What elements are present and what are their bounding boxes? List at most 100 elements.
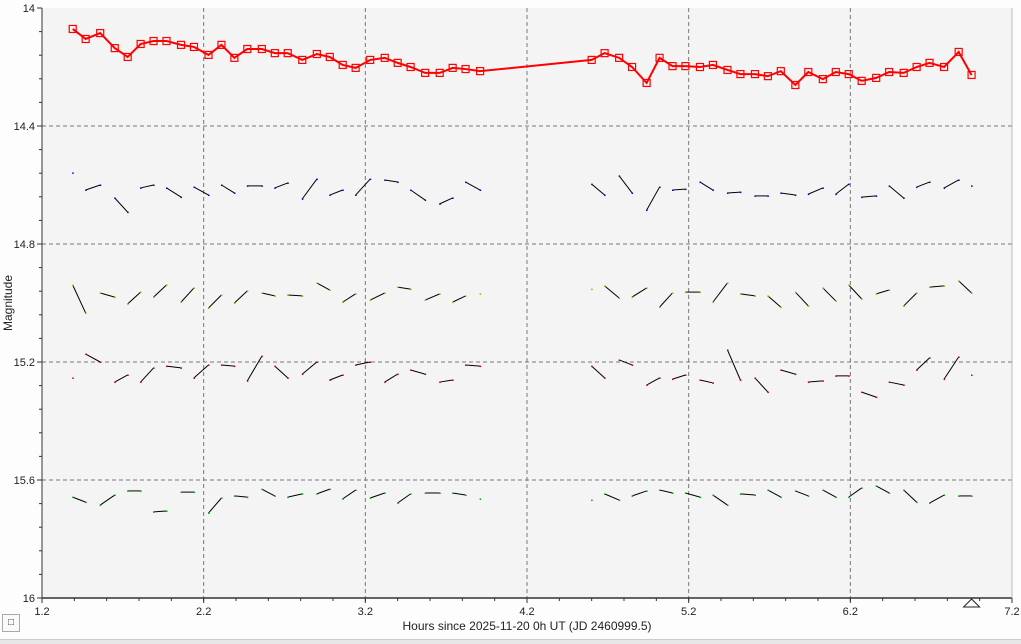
comparison-point [659, 306, 661, 309]
comparison-point [712, 301, 714, 304]
comparison-point [384, 381, 386, 384]
comparison-point [369, 299, 372, 302]
comparison-point [233, 302, 236, 304]
comparison-point [699, 181, 701, 184]
comparison-point [916, 501, 918, 504]
comparison-point [726, 282, 729, 284]
comparison-point [767, 195, 769, 197]
comparison-point [835, 300, 837, 302]
comparison-segment [100, 292, 115, 298]
comparison-point [274, 495, 276, 497]
target-point [723, 65, 732, 75]
target-point [393, 58, 402, 67]
comparison-segment [114, 197, 129, 213]
comparison-point [929, 181, 931, 184]
comparison-segment [85, 353, 101, 363]
comparison-segment [301, 361, 318, 375]
comparison-segment [795, 490, 809, 497]
comparison-point [875, 293, 878, 295]
comparison-segment [465, 181, 481, 191]
x-tick-label: 6.2 [843, 606, 858, 618]
comparison-point [140, 381, 142, 384]
comparison-segment [740, 493, 755, 496]
comparison-segment [329, 374, 343, 381]
target-point [912, 62, 921, 72]
comparison-point [287, 182, 289, 184]
comparison-point [384, 492, 386, 494]
comparison-series-3 [72, 349, 973, 399]
comparison-point [72, 172, 74, 174]
comparison-segment [699, 379, 714, 384]
comparison-point [971, 292, 973, 294]
comparison-point [943, 187, 946, 189]
comparison-point [699, 496, 701, 499]
comparison-segment [604, 493, 620, 501]
comparison-point [397, 181, 399, 184]
comparison-point [888, 185, 891, 187]
status-strip [0, 639, 1021, 644]
comparison-point [822, 287, 824, 289]
comparison-point [888, 381, 891, 384]
comparison-point [397, 286, 399, 289]
target-point [351, 63, 360, 72]
comparison-point [958, 495, 960, 497]
comparison-segment [153, 510, 167, 513]
comparison-point [114, 494, 116, 497]
target-point [230, 53, 239, 62]
target-point [406, 62, 415, 72]
comparison-point [929, 502, 931, 505]
target-point [615, 53, 624, 62]
comparison-point [822, 187, 824, 189]
target-point [600, 49, 609, 58]
comparison-point [72, 496, 74, 499]
comparison-segment [452, 295, 466, 303]
comparison-point [220, 364, 223, 366]
target-point [81, 34, 90, 44]
comparison-point [369, 361, 372, 363]
target-point [885, 67, 894, 77]
comparison-point [99, 184, 102, 186]
comparison-point [646, 209, 648, 212]
target-point [68, 24, 77, 34]
comparison-point [875, 195, 878, 197]
y-tick-label: 14 [23, 3, 35, 15]
comparison-point [85, 353, 87, 356]
y-tick-label: 14.8 [14, 239, 35, 251]
target-series [68, 24, 976, 90]
target-point [110, 44, 119, 53]
comparison-point [646, 490, 648, 492]
target-point [421, 68, 430, 78]
target-point [338, 60, 347, 70]
comparison-point [452, 197, 454, 199]
comparison-segment [465, 364, 481, 367]
target-point [925, 58, 934, 67]
comparison-point [794, 490, 797, 492]
comparison-point [618, 297, 621, 299]
comparison-point [301, 198, 304, 200]
corner-toggle-button[interactable]: □ [2, 614, 20, 632]
comparison-point [246, 185, 249, 187]
comparison-point [591, 365, 593, 368]
target-point [380, 53, 389, 62]
comparison-segment [316, 488, 330, 495]
target-point [627, 62, 637, 72]
comparison-point [903, 197, 905, 199]
comparison-segment [822, 287, 837, 302]
comparison-point [384, 179, 386, 181]
comparison-point [684, 291, 687, 294]
comparison-point [301, 493, 304, 495]
target-point [750, 69, 760, 79]
comparison-segment [153, 284, 167, 298]
time-cursor-triangle-icon [962, 598, 981, 608]
comparison-point [424, 492, 427, 494]
comparison-point [794, 291, 797, 294]
target-point [857, 76, 866, 85]
comparison-point [943, 494, 946, 497]
comparison-point [712, 382, 714, 384]
comparison-point [410, 288, 412, 291]
comparison-segment [221, 184, 235, 194]
comparison-point [739, 379, 742, 381]
comparison-segment [439, 197, 453, 205]
comparison-segment [780, 192, 796, 196]
comparison-point [193, 377, 195, 379]
